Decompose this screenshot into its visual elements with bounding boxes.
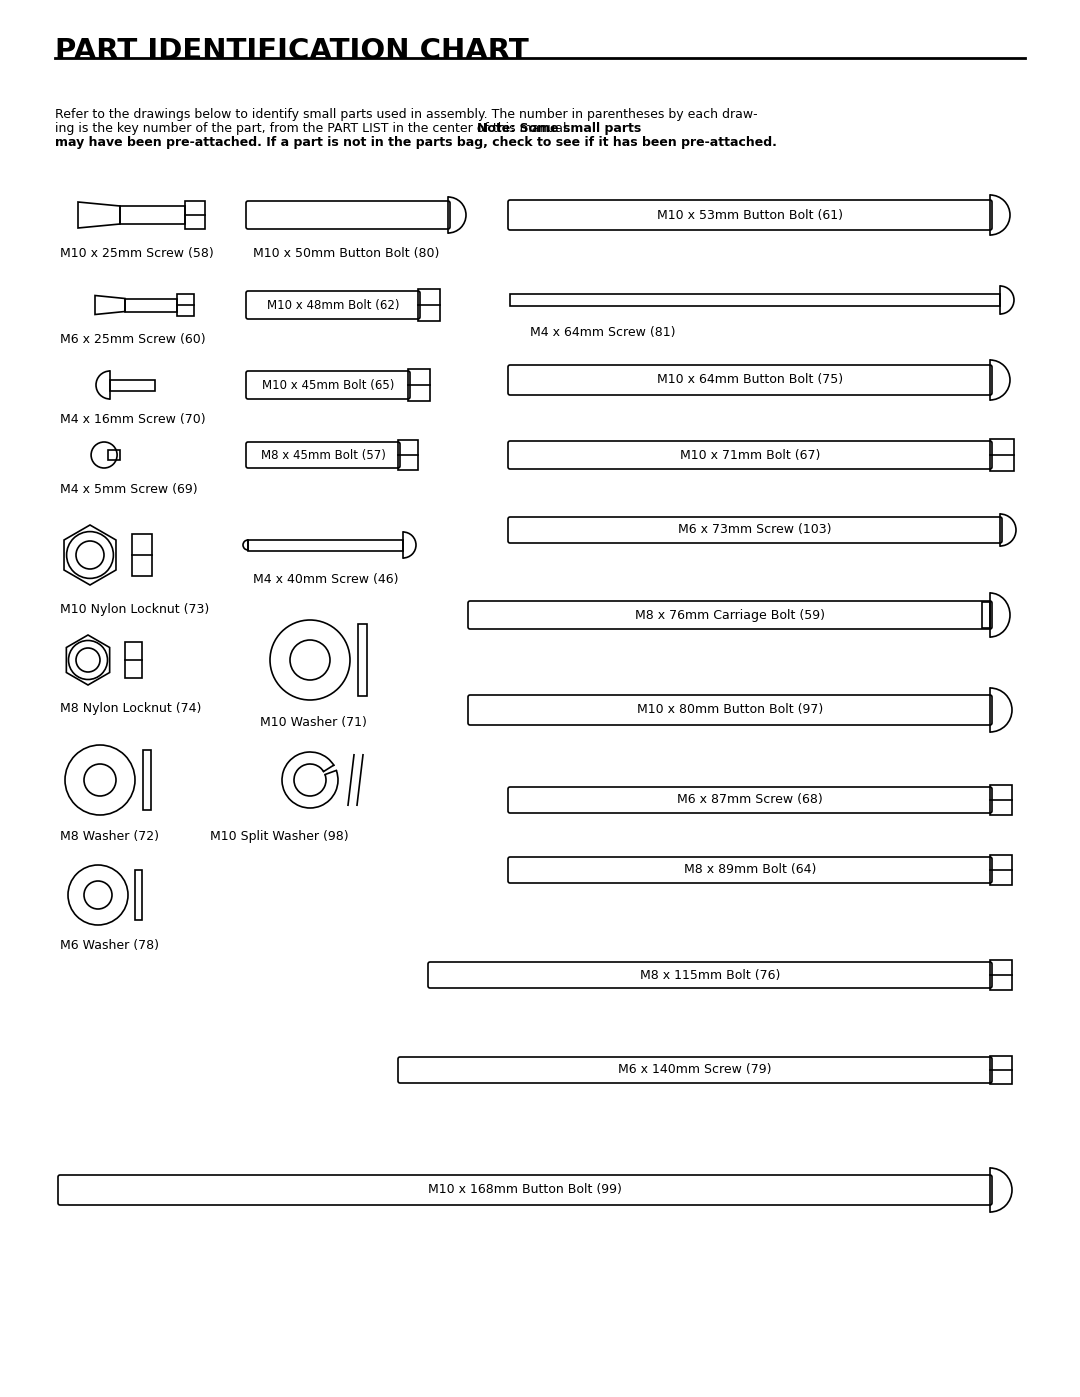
Text: M6 Washer (78): M6 Washer (78) xyxy=(60,939,159,951)
Text: M10 Washer (71): M10 Washer (71) xyxy=(260,717,367,729)
Text: M10 x 50mm Button Bolt (80): M10 x 50mm Button Bolt (80) xyxy=(253,247,440,260)
Text: M8 Washer (72): M8 Washer (72) xyxy=(60,830,159,842)
Text: M6 x 73mm Screw (103): M6 x 73mm Screw (103) xyxy=(678,524,832,536)
Text: M8 x 89mm Bolt (64): M8 x 89mm Bolt (64) xyxy=(684,863,816,876)
Text: may have been pre-attached. If a part is not in the parts bag, check to see if i: may have been pre-attached. If a part is… xyxy=(55,136,777,149)
Text: M6 x 140mm Screw (79): M6 x 140mm Screw (79) xyxy=(618,1063,772,1077)
Text: M6 x 87mm Screw (68): M6 x 87mm Screw (68) xyxy=(677,793,823,806)
Text: M10 x 168mm Button Bolt (99): M10 x 168mm Button Bolt (99) xyxy=(428,1183,622,1196)
Text: M8 x 76mm Carriage Bolt (59): M8 x 76mm Carriage Bolt (59) xyxy=(635,609,825,622)
Text: M8 x 45mm Bolt (57): M8 x 45mm Bolt (57) xyxy=(260,448,386,461)
Text: M10 x 48mm Bolt (62): M10 x 48mm Bolt (62) xyxy=(267,299,400,312)
Text: M10 x 53mm Button Bolt (61): M10 x 53mm Button Bolt (61) xyxy=(657,208,843,222)
Text: ing is the key number of the part, from the PART LIST in the center of this manu: ing is the key number of the part, from … xyxy=(55,122,575,136)
Text: M8 Nylon Locknut (74): M8 Nylon Locknut (74) xyxy=(60,703,201,715)
Text: Refer to the drawings below to identify small parts used in assembly. The number: Refer to the drawings below to identify … xyxy=(55,108,758,122)
Text: M10 Split Washer (98): M10 Split Washer (98) xyxy=(210,830,349,842)
Text: M10 x 64mm Button Bolt (75): M10 x 64mm Button Bolt (75) xyxy=(657,373,843,387)
Text: M10 x 71mm Bolt (67): M10 x 71mm Bolt (67) xyxy=(679,448,820,461)
Text: M4 x 40mm Screw (46): M4 x 40mm Screw (46) xyxy=(253,573,399,585)
Text: M10 x 45mm Bolt (65): M10 x 45mm Bolt (65) xyxy=(261,379,394,391)
Text: M8 x 115mm Bolt (76): M8 x 115mm Bolt (76) xyxy=(639,968,780,982)
Text: PART IDENTIFICATION CHART: PART IDENTIFICATION CHART xyxy=(55,36,529,66)
Text: M4 x 16mm Screw (70): M4 x 16mm Screw (70) xyxy=(60,414,205,426)
Text: M10 x 80mm Button Bolt (97): M10 x 80mm Button Bolt (97) xyxy=(637,704,823,717)
Text: M6 x 25mm Screw (60): M6 x 25mm Screw (60) xyxy=(60,332,205,346)
Text: Note: Some small parts: Note: Some small parts xyxy=(477,122,642,136)
Text: M4 x 64mm Screw (81): M4 x 64mm Screw (81) xyxy=(530,326,675,339)
Text: M4 x 5mm Screw (69): M4 x 5mm Screw (69) xyxy=(60,483,198,496)
Text: M10 x 25mm Screw (58): M10 x 25mm Screw (58) xyxy=(60,247,214,260)
Text: M10 Nylon Locknut (73): M10 Nylon Locknut (73) xyxy=(60,604,210,616)
